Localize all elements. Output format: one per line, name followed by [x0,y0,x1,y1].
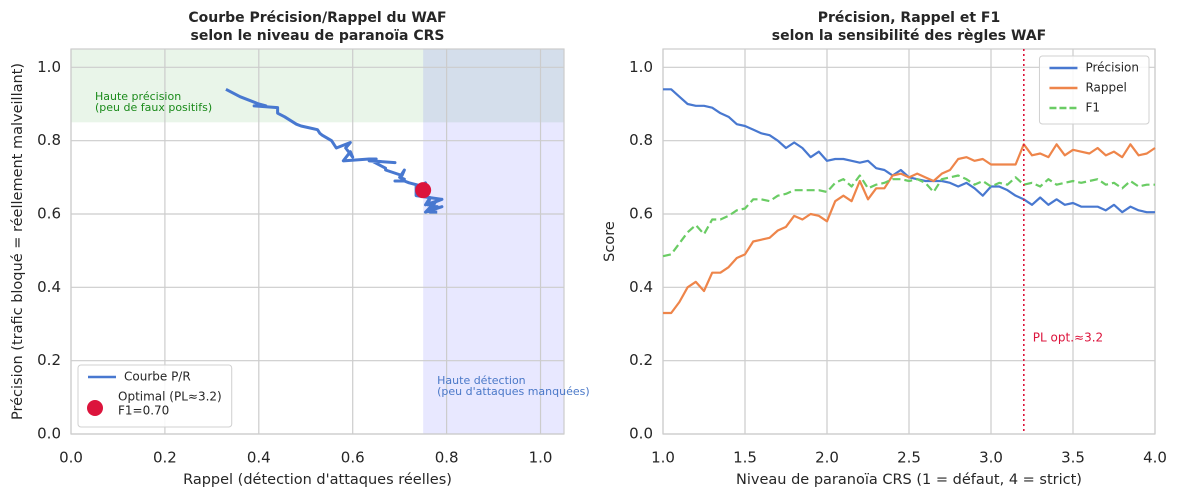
x-tick-label: 2.5 [897,449,921,467]
y-tick-label: 0.6 [629,205,653,223]
x-tick-label: 4.0 [1143,449,1167,467]
x-tick-label: 1.0 [529,449,553,467]
x-axis-label: Rappel (détection d'attaques réelles) [183,472,452,488]
x-tick-label: 1.0 [651,449,675,467]
x-tick-label: 0.6 [341,449,365,467]
y-tick-label: 1.0 [629,58,653,76]
y-tick-label: 0.0 [37,425,61,443]
legend-box [77,364,233,428]
legend: Courbe P/R Optimal (PL≈3.2)F1=0.70 [77,364,233,428]
series-line [663,143,1156,315]
plot-border [662,48,1156,435]
legend: Précision Rappel F1 [1038,55,1150,125]
y-axis-label: Score [602,221,618,262]
y-tick-label: 0.2 [629,351,653,369]
series-line [662,174,1155,258]
y-tick-label: 1.0 [37,58,61,76]
legend-swatch [87,400,103,416]
y-tick-label: 0.4 [37,278,61,296]
x-tick-label: 0.0 [59,449,83,467]
legend-label: Rappel [1085,81,1126,95]
legend-label: F1 [1085,101,1100,115]
x-tick-label: 3.5 [1061,449,1085,467]
chart-title: Courbe Précision/Rappel du WAF [188,10,446,26]
x-tick-label: 0.8 [435,449,459,467]
x-tick-label: 2.0 [815,449,839,467]
y-tick-label: 0.8 [37,131,61,149]
vline-label: PL opt.≈3.2 [1033,330,1103,344]
legend-label: F1=0.70 [118,404,169,418]
legend-label: Courbe P/R [124,370,191,384]
optimal-point [415,182,432,199]
legend-label: Optimal (PL≈3.2) [118,390,222,404]
x-tick-label: 1.5 [733,449,757,467]
x-tick-label: 3.0 [979,449,1003,467]
plot-border [70,48,565,435]
x-tick-label: 0.4 [247,449,271,467]
x-axis-label: Niveau de paranoïa CRS (1 = défaut, 4 = … [736,472,1082,488]
y-tick-label: 0.0 [629,425,653,443]
chart-title: selon la sensibilité des règles WAF [772,28,1046,44]
region-label: Haute détection [437,374,526,387]
legend-box [1038,55,1150,125]
chart-title: selon le niveau de paranoïa CRS [191,28,445,44]
region-label: Haute précision [95,90,181,103]
y-tick-label: 0.6 [37,205,61,223]
y-tick-label: 0.4 [629,278,653,296]
region-label: (peu d'attaques manquées) [437,385,590,398]
y-tick-label: 0.8 [629,131,653,149]
chart-title: Précision, Rappel et F1 [818,10,1000,26]
region-label: (peu de faux positifs) [95,101,212,114]
y-tick-label: 0.2 [37,351,61,369]
legend-label: Précision [1085,61,1139,75]
x-tick-label: 0.2 [153,449,177,467]
region [71,49,564,123]
series-line [225,88,444,214]
y-axis-label: Précision (trafic bloqué = réellement ma… [10,63,26,420]
